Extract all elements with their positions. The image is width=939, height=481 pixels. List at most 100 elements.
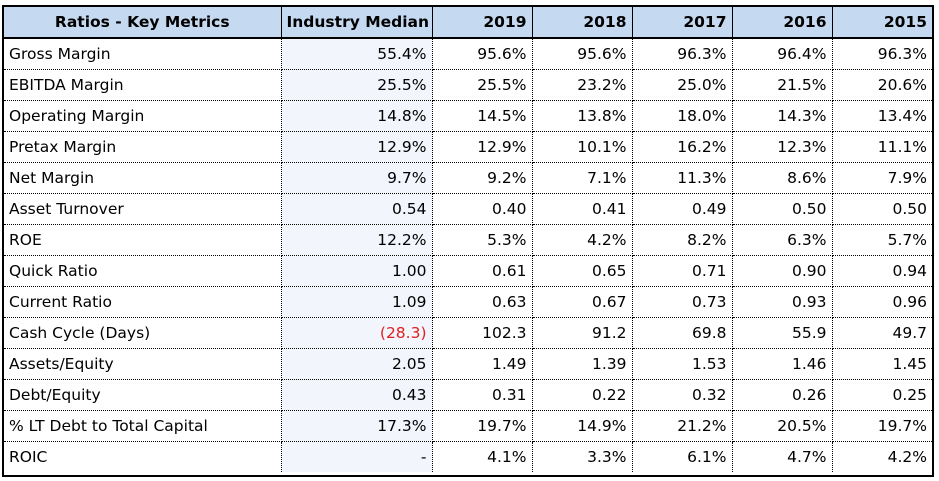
- year-value-cell: 0.93: [732, 286, 833, 318]
- header-industry-median: Industry Median: [281, 7, 433, 39]
- year-value-cell: 7.9%: [832, 162, 932, 194]
- table-row: Net Margin 9.7% 9.2% 7.1% 11.3% 8.6% 7.9%: [4, 162, 932, 194]
- industry-median-cell: 2.05: [281, 348, 433, 380]
- year-value-cell: 25.5%: [432, 69, 533, 101]
- header-year: 2017: [632, 7, 733, 39]
- table-row: Asset Turnover 0.54 0.40 0.41 0.49 0.50 0.50: [4, 193, 932, 225]
- year-value-cell: 19.7%: [832, 410, 932, 442]
- header-year: 2019: [432, 7, 533, 39]
- table-row: Pretax Margin 12.9% 12.9% 10.1% 16.2% 12.3% 11…: [4, 131, 932, 163]
- year-value-cell: 1.53: [632, 348, 733, 380]
- year-value-cell: 0.26: [732, 379, 833, 411]
- header-year: 2015: [832, 7, 932, 39]
- year-value-cell: 4.1%: [432, 441, 533, 472]
- year-value-cell: 13.4%: [832, 100, 932, 132]
- table-row: Debt/Equity 0.43 0.31 0.22 0.32 0.26 0.25: [4, 379, 932, 411]
- industry-median-cell: 25.5%: [281, 69, 433, 101]
- ratios-table-container: Ratios - Key Metrics Industry Median 201…: [2, 5, 934, 477]
- year-value-cell: 1.45: [832, 348, 932, 380]
- metric-label: % LT Debt to Total Capital: [4, 410, 282, 442]
- table-row: Gross Margin 55.4% 95.6% 95.6% 96.3% 96.4% 96.…: [4, 38, 932, 70]
- metric-label: ROE: [4, 224, 282, 256]
- year-value-cell: 18.0%: [632, 100, 733, 132]
- metric-label: Gross Margin: [4, 38, 282, 70]
- industry-median-cell: 12.9%: [281, 131, 433, 163]
- industry-median-cell: 14.8%: [281, 100, 433, 132]
- year-value-cell: 0.90: [732, 255, 833, 287]
- metric-label: Quick Ratio: [4, 255, 282, 287]
- industry-median-cell: 17.3%: [281, 410, 433, 442]
- year-value-cell: 0.96: [832, 286, 932, 318]
- year-value-cell: 8.2%: [632, 224, 733, 256]
- table-row: Operating Margin 14.8% 14.5% 13.8% 18.0% 14.3…: [4, 100, 932, 132]
- table-row: Quick Ratio 1.00 0.61 0.65 0.71 0.90 0.94: [4, 255, 932, 287]
- header-row: Ratios - Key Metrics Industry Median 201…: [4, 7, 932, 39]
- year-value-cell: 0.67: [532, 286, 633, 318]
- table-row: % LT Debt to Total Capital 17.3% 19.7% 14.9…: [4, 410, 932, 442]
- year-value-cell: 0.73: [632, 286, 733, 318]
- year-value-cell: 95.6%: [532, 38, 633, 70]
- year-value-cell: 0.41: [532, 193, 633, 225]
- year-value-cell: 0.71: [632, 255, 733, 287]
- table-row: Current Ratio 1.09 0.63 0.67 0.73 0.93 0.96: [4, 286, 932, 318]
- table-row: ROE 12.2% 5.3% 4.2% 8.2% 6.3% 5.7%: [4, 224, 932, 256]
- year-value-cell: 12.3%: [732, 131, 833, 163]
- header-year: 2018: [532, 7, 633, 39]
- year-value-cell: 49.7: [832, 317, 932, 349]
- industry-median-cell: 1.00: [281, 255, 433, 287]
- year-value-cell: 23.2%: [532, 69, 633, 101]
- year-value-cell: 0.61: [432, 255, 533, 287]
- header-metric: Ratios - Key Metrics: [4, 7, 282, 39]
- table-row: ROIC -4.1% 3.3% 6.1% 4.7% 4.2%: [4, 441, 932, 472]
- year-value-cell: 4.2%: [887, 447, 927, 466]
- industry-median-cell: 0.54: [281, 193, 433, 225]
- year-value-cell: 20.5%: [732, 410, 833, 442]
- metric-label: Current Ratio: [4, 286, 282, 318]
- industry-median-cell: 55.4%: [281, 38, 433, 70]
- industry-median-cell: 0.43: [281, 379, 433, 411]
- year-value-cell: 102.3: [432, 317, 533, 349]
- year-value-cell: 5.3%: [432, 224, 533, 256]
- metric-label: Pretax Margin: [4, 131, 282, 163]
- year-value-cell: 0.40: [432, 193, 533, 225]
- year-value-cell: 8.6%: [732, 162, 833, 194]
- year-value-cell: 0.65: [532, 255, 633, 287]
- year-value-cell: 95.6%: [432, 38, 533, 70]
- year-value-cell: 16.2%: [632, 131, 733, 163]
- header-year: 2016: [732, 7, 833, 39]
- year-value-cell: 0.63: [432, 286, 533, 318]
- year-value-cell: 14.9%: [532, 410, 633, 442]
- year-value-cell: 0.25: [832, 379, 932, 411]
- year-value-cell: 6.1%: [632, 441, 733, 472]
- year-value-cell: 10.1%: [532, 131, 633, 163]
- year-value-cell: 20.6%: [832, 69, 932, 101]
- year-value-cell: 96.4%: [732, 38, 833, 70]
- year-value-cell: 11.3%: [632, 162, 733, 194]
- year-value-cell: 0.50: [832, 193, 932, 225]
- year-value-cell: 0.50: [732, 193, 833, 225]
- year-value-cell: 69.8: [632, 317, 733, 349]
- metric-label: Cash Cycle (Days): [4, 317, 282, 349]
- metric-label: ROIC: [4, 441, 282, 472]
- year-value-cell: 21.5%: [732, 69, 833, 101]
- year-value-cell: 5.7%: [832, 224, 932, 256]
- year-value-cell: 19.7%: [432, 410, 533, 442]
- year-value-cell: 25.0%: [632, 69, 733, 101]
- table-row: EBITDA Margin 25.5% 25.5% 23.2% 25.0% 21.5% 20…: [4, 69, 932, 101]
- year-value-cell: 1.46: [732, 348, 833, 380]
- table-row: Assets/Equity 2.05 1.49 1.39 1.53 1.46 1.45: [4, 348, 932, 380]
- year-value-cell: 96.3%: [632, 38, 733, 70]
- year-value-cell: 21.2%: [632, 410, 733, 442]
- year-value-cell: 14.5%: [432, 100, 533, 132]
- year-value-cell: 1.39: [532, 348, 633, 380]
- year-value-cell: 12.9%: [432, 131, 533, 163]
- industry-median-cell: -: [281, 441, 433, 472]
- year-value-cell: 0.22: [532, 379, 633, 411]
- year-value-cell: 55.9: [732, 317, 833, 349]
- year-value-cell: 9.2%: [432, 162, 533, 194]
- year-value-cell: 6.3%: [732, 224, 833, 256]
- year-value-cell: 0.49: [632, 193, 733, 225]
- year-value-cell: 4.7%: [732, 441, 833, 472]
- year-value-cell: 0.32: [632, 379, 733, 411]
- table-row: Cash Cycle (Days) (28.3) 102.3 91.2 69.8 55.9…: [4, 317, 932, 349]
